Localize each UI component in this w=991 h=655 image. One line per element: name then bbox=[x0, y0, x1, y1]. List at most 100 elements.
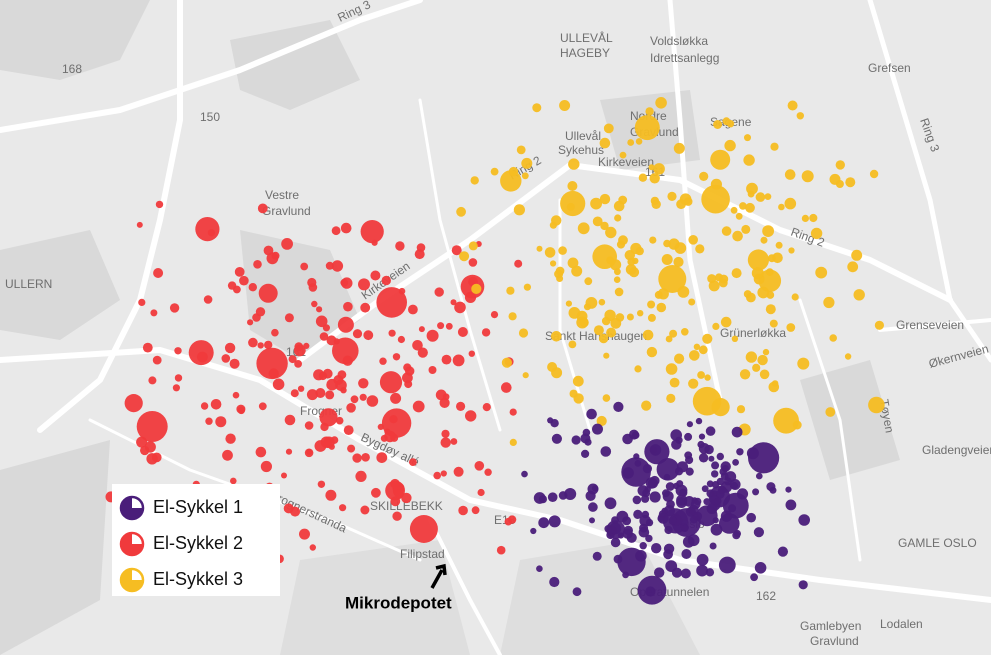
trip-dot bbox=[538, 517, 550, 529]
trip-dot bbox=[746, 512, 756, 523]
trip-dot bbox=[602, 394, 611, 402]
trip-dot bbox=[705, 426, 716, 436]
trip-dot bbox=[688, 378, 699, 389]
trip-dot bbox=[248, 283, 257, 292]
trip-dot bbox=[496, 545, 506, 555]
trip-dot bbox=[569, 389, 578, 398]
trip-dot bbox=[551, 331, 562, 342]
trip-dot bbox=[142, 342, 153, 353]
trip-dot bbox=[765, 304, 776, 315]
trip-dot bbox=[433, 471, 442, 480]
trip-dot bbox=[628, 267, 640, 278]
trip-dot bbox=[644, 439, 670, 465]
trip-dot bbox=[440, 470, 447, 477]
trip-dot bbox=[874, 320, 885, 330]
trip-dot bbox=[358, 378, 369, 389]
trip-dot bbox=[508, 312, 517, 321]
trip-dot bbox=[697, 371, 705, 379]
trip-dot bbox=[412, 400, 425, 413]
trip-dot bbox=[711, 398, 730, 417]
trip-dot bbox=[548, 515, 561, 528]
trip-dot bbox=[311, 300, 318, 308]
trip-dot bbox=[735, 212, 743, 220]
trip-dot bbox=[713, 120, 723, 129]
trip-dot bbox=[392, 511, 402, 521]
trip-dot bbox=[679, 488, 688, 497]
map-label: Vestre bbox=[265, 188, 299, 202]
trip-dot bbox=[304, 421, 314, 430]
trip-dot bbox=[801, 170, 814, 183]
trip-dot bbox=[450, 438, 458, 445]
trip-dot bbox=[851, 249, 863, 261]
trip-dot bbox=[330, 436, 339, 444]
trip-dot bbox=[664, 525, 673, 535]
trip-dot bbox=[844, 353, 852, 360]
trip-dot bbox=[635, 138, 643, 145]
trip-dot bbox=[731, 426, 743, 438]
trip-dot bbox=[453, 466, 464, 477]
trip-dot bbox=[283, 503, 294, 514]
trip-dot bbox=[708, 455, 715, 462]
trip-dot bbox=[696, 564, 708, 577]
trip-dot bbox=[319, 408, 338, 427]
trip-dot bbox=[340, 222, 352, 234]
trip-dot bbox=[739, 202, 747, 210]
legend: El-Sykkel 1 El-Sykkel 2 El-Sykkel 3 bbox=[112, 484, 280, 596]
trip-dot bbox=[234, 267, 245, 277]
trip-dot bbox=[668, 516, 677, 525]
trip-dot bbox=[639, 542, 647, 550]
trip-dot bbox=[506, 286, 515, 295]
trip-dot bbox=[551, 433, 563, 444]
trip-dot bbox=[584, 438, 592, 446]
trip-dot bbox=[522, 372, 529, 379]
trip-dot bbox=[412, 340, 423, 351]
trip-dot bbox=[711, 470, 719, 478]
trip-dot bbox=[174, 347, 182, 355]
trip-dot bbox=[337, 370, 347, 380]
trip-dot bbox=[707, 274, 717, 284]
trip-dot bbox=[810, 227, 823, 240]
trip-dot bbox=[603, 352, 610, 359]
trip-dot bbox=[686, 421, 694, 428]
trip-dot bbox=[484, 468, 492, 476]
trip-dot bbox=[658, 265, 687, 293]
trip-dot bbox=[642, 464, 653, 474]
trip-dot bbox=[667, 191, 677, 201]
trip-dot bbox=[689, 350, 700, 361]
trip-dot bbox=[509, 438, 517, 446]
map-label: Gravlund bbox=[262, 204, 311, 218]
trip-dot bbox=[747, 249, 770, 271]
trip-dot bbox=[435, 389, 447, 401]
trip-dot bbox=[551, 215, 562, 226]
trip-dot bbox=[642, 329, 654, 341]
trip-dot bbox=[723, 477, 732, 486]
trip-dot bbox=[604, 525, 612, 533]
trip-dot bbox=[471, 506, 480, 515]
trip-dot bbox=[589, 517, 595, 524]
map-label: Grefsen bbox=[868, 61, 911, 75]
trip-dot bbox=[730, 481, 738, 490]
trip-dot bbox=[380, 434, 388, 442]
trip-dot bbox=[360, 505, 370, 515]
trip-dot bbox=[224, 342, 236, 354]
trip-dot bbox=[699, 171, 709, 181]
trip-dot bbox=[509, 408, 517, 416]
trip-dot bbox=[627, 257, 636, 266]
legend-icon-pie bbox=[121, 569, 143, 591]
trip-dot bbox=[514, 259, 523, 268]
trip-dot bbox=[777, 546, 789, 557]
trip-dot bbox=[417, 347, 428, 358]
map-label: Gladengveien bbox=[922, 443, 991, 457]
trip-dot bbox=[601, 316, 611, 326]
trip-dot bbox=[665, 335, 673, 343]
legend-icon-pie bbox=[121, 497, 143, 519]
trip-dot bbox=[731, 335, 739, 342]
trip-dot bbox=[195, 217, 220, 242]
map-label: 168 bbox=[62, 62, 82, 76]
trip-dot bbox=[677, 286, 690, 298]
trip-dot bbox=[762, 348, 770, 356]
trip-dot bbox=[792, 420, 802, 430]
trip-dot bbox=[728, 504, 737, 513]
trip-dot bbox=[693, 343, 701, 350]
trip-dot bbox=[341, 277, 353, 289]
